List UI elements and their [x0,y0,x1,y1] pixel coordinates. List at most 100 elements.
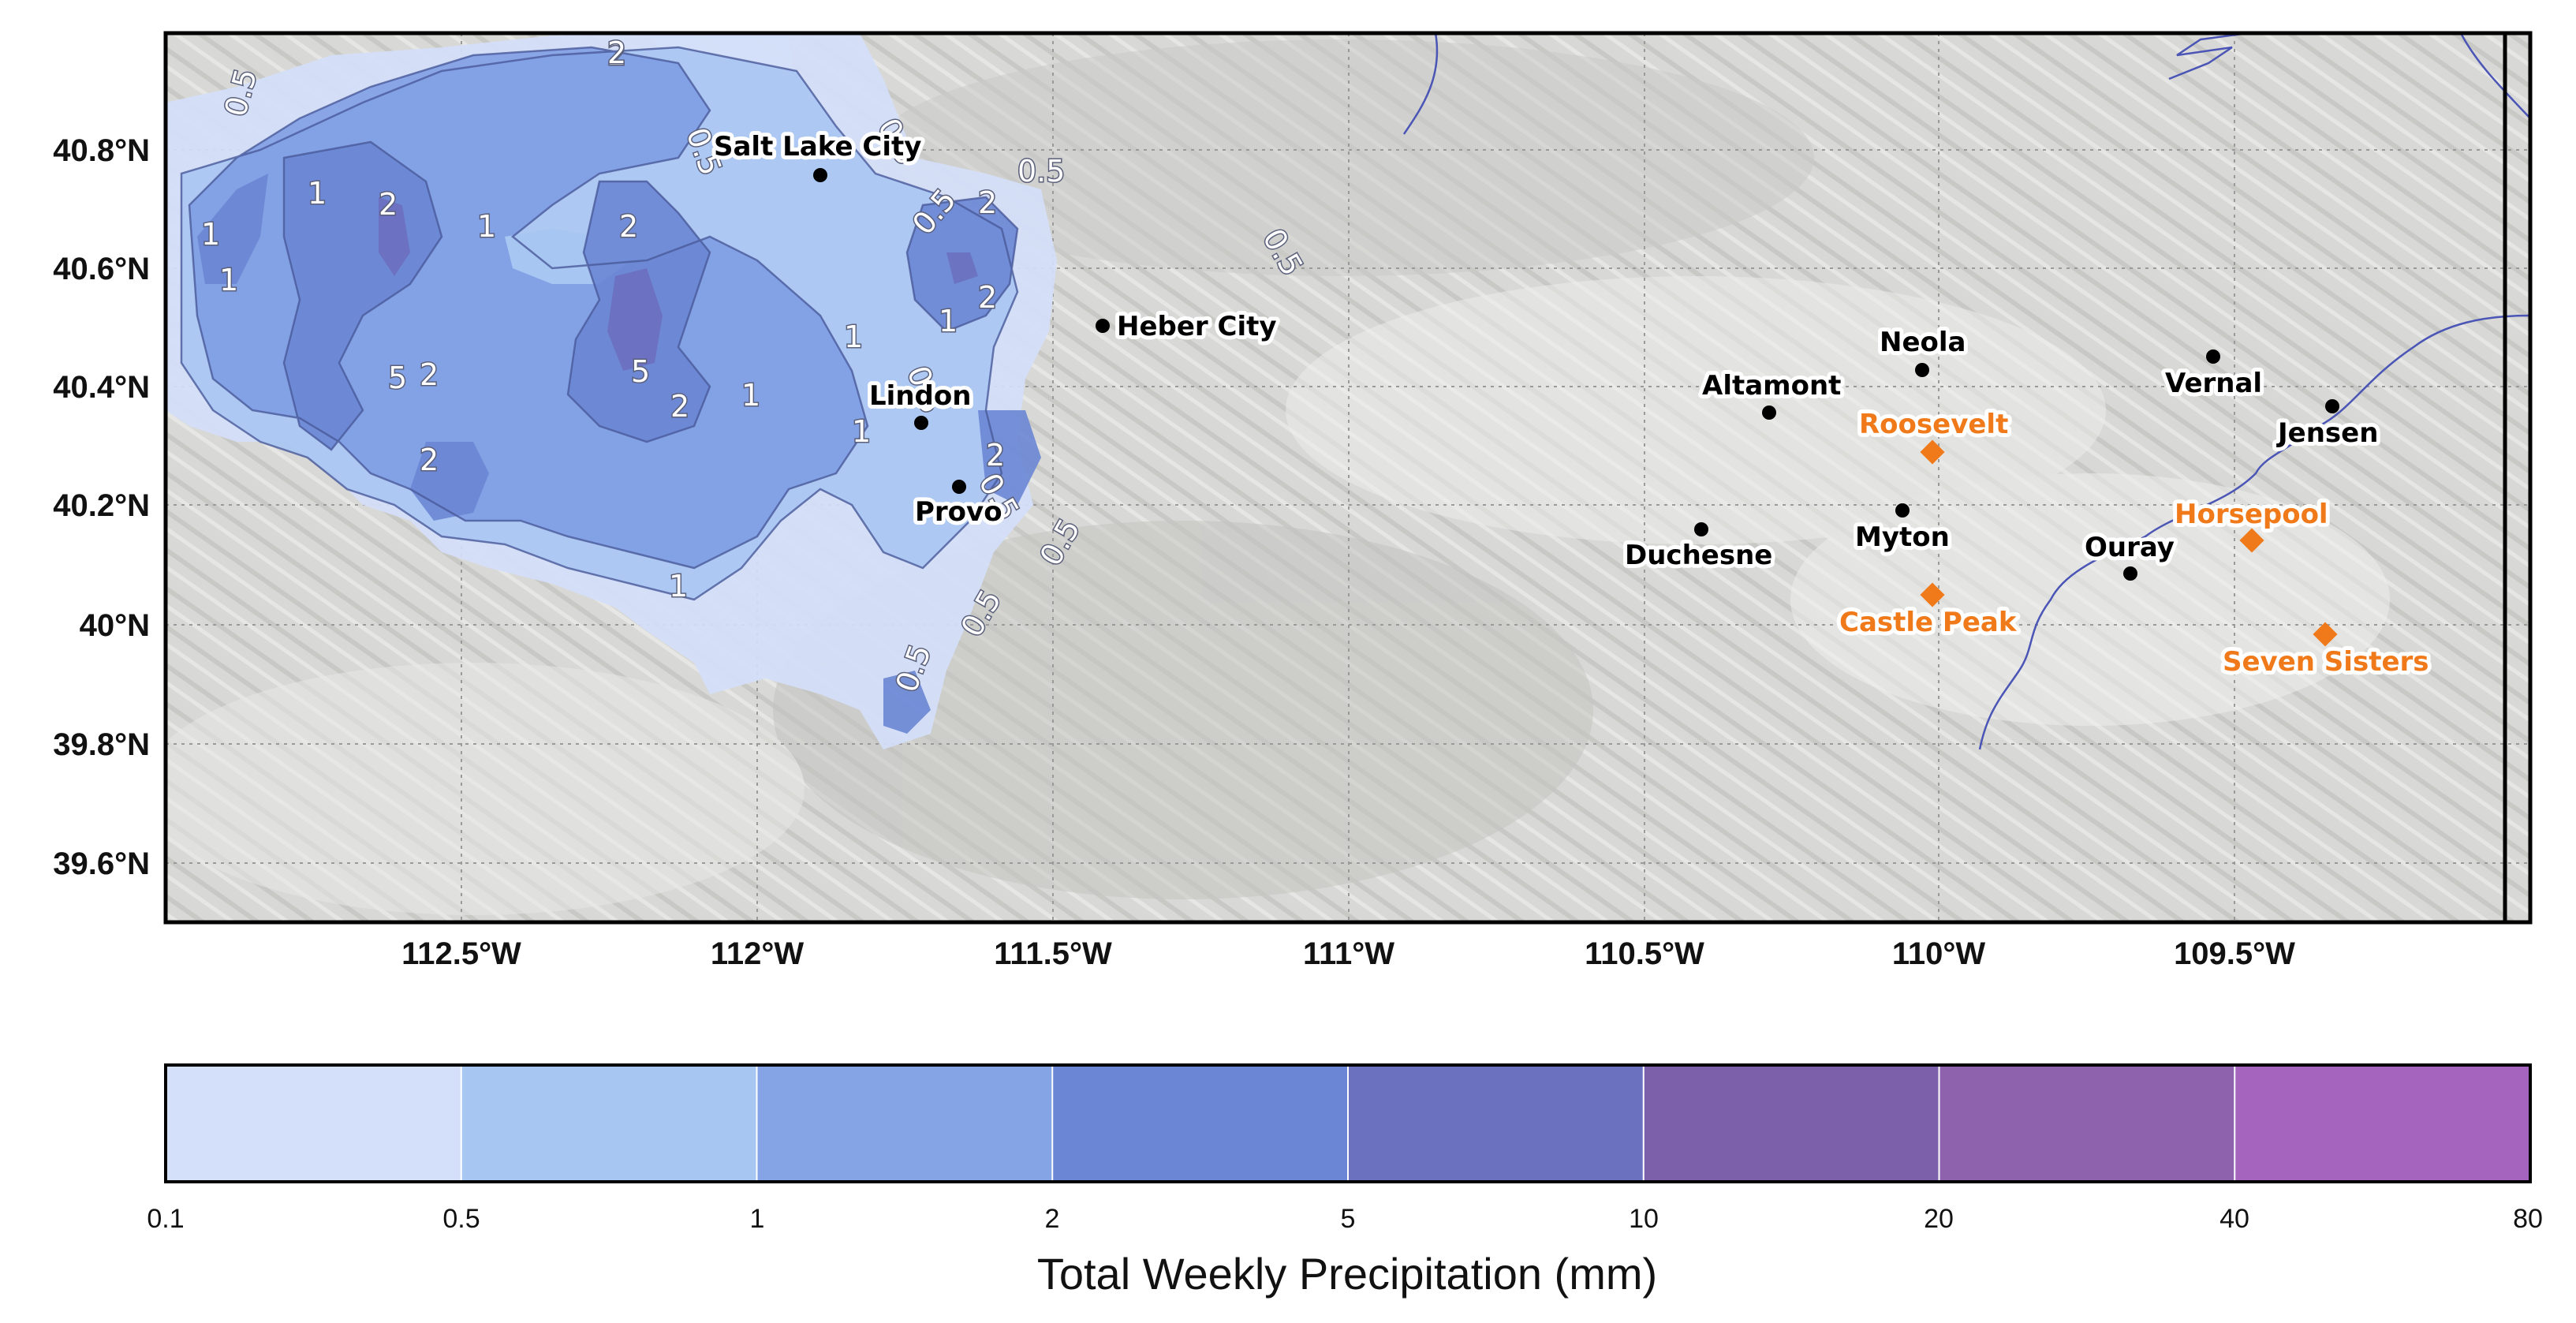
station-label: Castle Peak [1839,607,2018,638]
city-altamont[interactable]: Altamont [1698,366,1845,420]
latitude-tick-label: 40.4°N [53,370,150,405]
city-dot [1915,363,1929,377]
colorbar-swatch [166,1065,461,1182]
longitude-tick-label: 111.5°W [994,936,1112,971]
latitude-tick-label: 40°N [80,608,150,643]
city-label: Neola [1880,327,1966,358]
contour-label: 1 [477,209,496,244]
latitude-tick-label: 40.2°N [53,488,150,523]
contour-label: 1 [308,176,327,211]
colorbar-tick-label: 40 [2219,1204,2249,1234]
station-roosevelt[interactable]: Roosevelt [1855,405,2012,465]
city-salt-lake-city[interactable]: Salt Lake City [710,127,925,182]
station-diamond-icon [1920,439,1945,465]
city-label: Myton [1855,521,1950,553]
city-dot [1895,503,1910,518]
contour-label: 2 [420,357,439,392]
contour-label: 1 [219,263,238,297]
city-dot [1762,405,1776,420]
city-duchesne[interactable]: Duchesne [1621,522,1776,575]
city-label: Duchesne [1625,540,1772,571]
contour-label: 5 [388,361,407,395]
colorbar-frame [164,1063,2532,1183]
contour-label: 2 [607,37,626,72]
contour-label: 2 [619,209,638,244]
longitude-tick-label: 109.5°W [2174,936,2295,971]
contour-label: 1 [852,414,871,449]
latitude-tick-label: 39.8°N [53,727,150,762]
latitude-tick-label: 39.6°N [53,846,150,881]
contour-lines [180,46,1019,601]
city-label: Salt Lake City [714,131,921,163]
station-diamond-icon [1920,582,1945,607]
colorbar-swatch [461,1065,757,1182]
city-label: Altamont [1702,370,1841,402]
city-heber-city[interactable]: Heber City [1096,307,1281,346]
colorbar-tick-label: 10 [1629,1204,1659,1234]
latitude-axis: 40.8°N 40.6°N 40.4°N 40.2°N 40°N 39.8°N … [53,133,150,881]
contour-label: 0.5 [1017,154,1065,189]
colorbar-tick-label: 80 [2513,1204,2543,1234]
city-ouray[interactable]: Ouray [2081,528,2178,581]
longitude-tick-label: 112°W [711,936,805,971]
station-label: Seven Sisters [2223,646,2429,678]
colorbar-tick-label: 1 [750,1204,765,1234]
city-myton[interactable]: Myton [1851,503,1954,557]
longitude-tick-label: 112.5°W [401,936,521,971]
map-panel[interactable]: 0.5 2 1 2 1 1 1 2 5 2 2 5 2 1 1 2 1 0.5 … [142,33,2530,922]
city-jensen[interactable]: Jensen [2272,399,2382,453]
city-vernal[interactable]: Vernal [2161,349,2266,403]
contour-label: 1 [741,378,760,413]
contour-label: 2 [978,280,997,315]
colorbar-tick-label: 0.5 [442,1204,480,1234]
rivers [1402,33,2530,750]
contour-label: 2 [670,389,689,424]
city-label: Vernal [2165,368,2262,399]
city-dot [952,480,966,494]
colorbar-tick-label: 20 [1924,1204,1954,1234]
station-markers: Roosevelt Horsepool Castle Peak Seven Si… [1835,405,2433,682]
colorbar-swatch [1052,1065,1348,1182]
map-frame [163,31,2533,925]
colorbar-tick-label: 2 [1045,1204,1060,1234]
longitude-tick-label: 110°W [1892,936,1986,971]
station-horsepool[interactable]: Horsepool [2171,495,2332,553]
city-label: Lindon [869,380,971,412]
city-dot [914,416,928,430]
latitude-tick-label: 40.6°N [53,252,150,286]
latitude-tick-label: 40.8°N [53,133,150,168]
city-label: Jensen [2276,417,2378,449]
contour-label: 1 [844,320,863,354]
longitude-axis: 112.5°W 112°W 111.5°W 111°W 110.5°W 110°… [401,936,2295,971]
colorbar-ticks: 0.1 0.5 1 2 5 10 20 40 80 [147,1204,2543,1234]
city-neola[interactable]: Neola [1876,323,1969,377]
terrain-shading [166,39,2390,915]
colorbar-swatch [1643,1065,1939,1182]
station-seven-sisters[interactable]: Seven Sisters [2219,622,2433,682]
city-provo[interactable]: Provo [911,480,1006,532]
longitude-tick-label: 110.5°W [1585,936,1704,971]
city-dot [2123,566,2137,581]
city-dot [2206,349,2220,364]
city-lindon[interactable]: Lindon [865,376,975,430]
city-dot [2325,399,2339,413]
station-diamond-icon [2313,622,2338,647]
station-label: Horsepool [2175,499,2328,530]
contour-label: 2 [986,438,1005,473]
contour-label: 2 [607,36,626,70]
colorbar-title: Total Weekly Precipitation (mm) [1037,1249,1657,1299]
station-castle-peak[interactable]: Castle Peak [1835,582,2022,642]
city-label: Heber City [1117,311,1277,342]
colorbar-swatch [756,1065,1053,1182]
station-diamond-icon [2239,528,2264,553]
contour-label: 5 [631,354,650,389]
city-label: Provo [915,496,1002,528]
contour-label: 2 [978,185,997,220]
colorbar-swatch [1939,1065,2235,1182]
city-dot [1694,522,1708,536]
contour-label: 1 [669,569,688,604]
contour-label: 2 [420,443,439,477]
city-label: Ouray [2085,532,2175,563]
colorbar-swatch [2234,1065,2530,1182]
